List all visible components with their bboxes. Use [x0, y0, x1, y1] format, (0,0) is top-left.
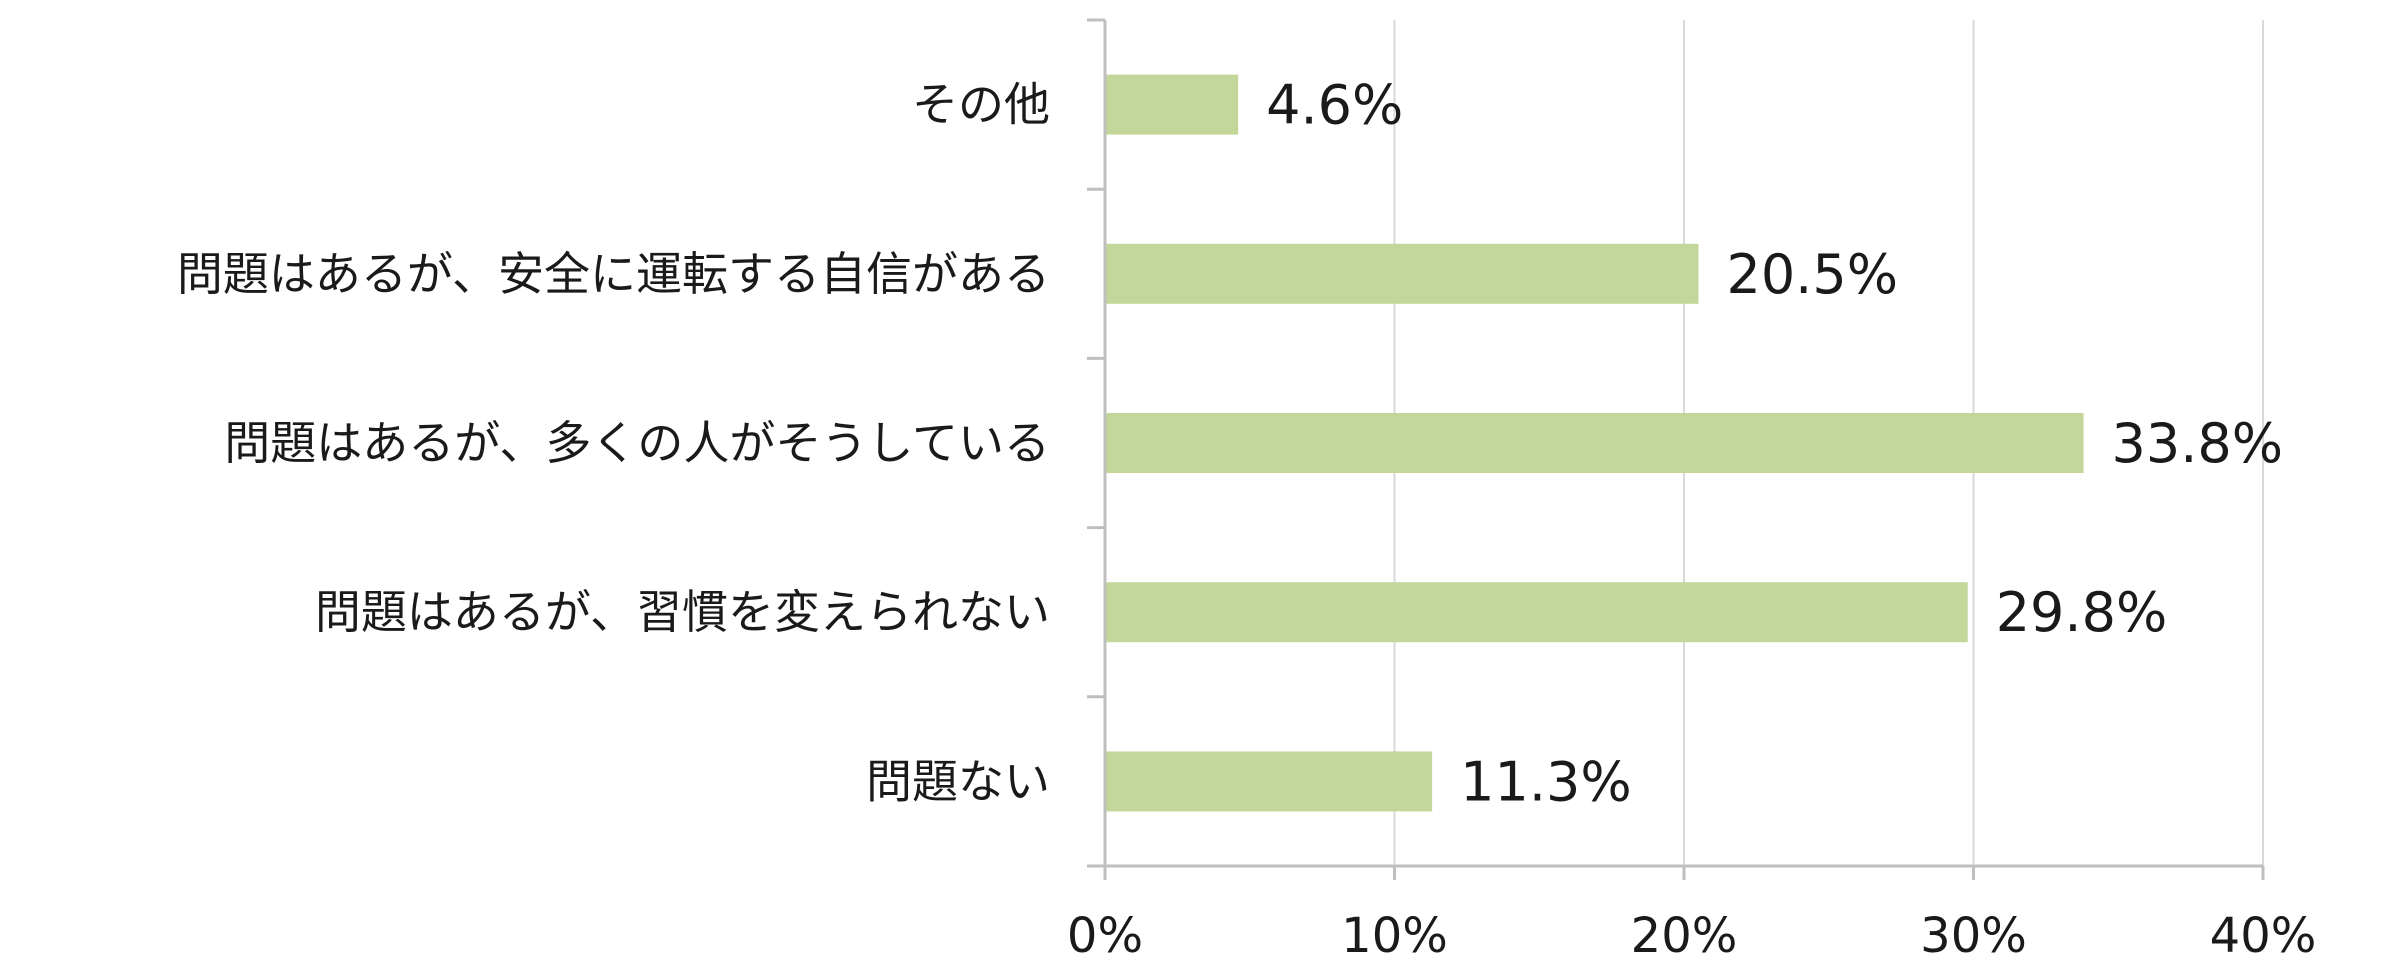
value-label-4: 11.3%	[1460, 750, 1632, 813]
category-label-2: 問題はあるが、多くの人がそうしている	[224, 416, 1050, 470]
value-label-3: 29.8%	[1996, 581, 2168, 644]
category-label-0: その他	[912, 78, 1050, 132]
x-tick-label-30: 30%	[1920, 908, 2027, 964]
value-label-0: 4.6%	[1266, 74, 1403, 137]
bar-3	[1105, 582, 1968, 643]
x-tick-label-20: 20%	[1631, 908, 1738, 964]
bar-1	[1105, 243, 1699, 304]
bar-2	[1105, 413, 2084, 473]
value-label-1: 20.5%	[1726, 243, 1898, 306]
x-tick-label-10: 10%	[1341, 908, 1448, 964]
category-label-1: 問題はあるが、安全に運転する自信がある	[177, 247, 1050, 301]
x-tick-label-40: 40%	[2210, 908, 2317, 964]
axes	[1087, 18, 2265, 880]
x-tick-label-0: 0%	[1067, 908, 1143, 964]
bar-4	[1105, 751, 1433, 812]
category-label-3: 問題はあるが、習慣を変えられない	[315, 585, 1050, 639]
value-label-2: 33.8%	[2112, 412, 2284, 475]
bars	[1105, 74, 2084, 812]
bar-0	[1105, 74, 1239, 135]
labels: 4.6% その他 20.5% 問題はあるが、安全に運転する自信がある 33.8% 問題はあ…	[177, 74, 2316, 964]
category-label-4: 問題ない	[866, 754, 1050, 808]
